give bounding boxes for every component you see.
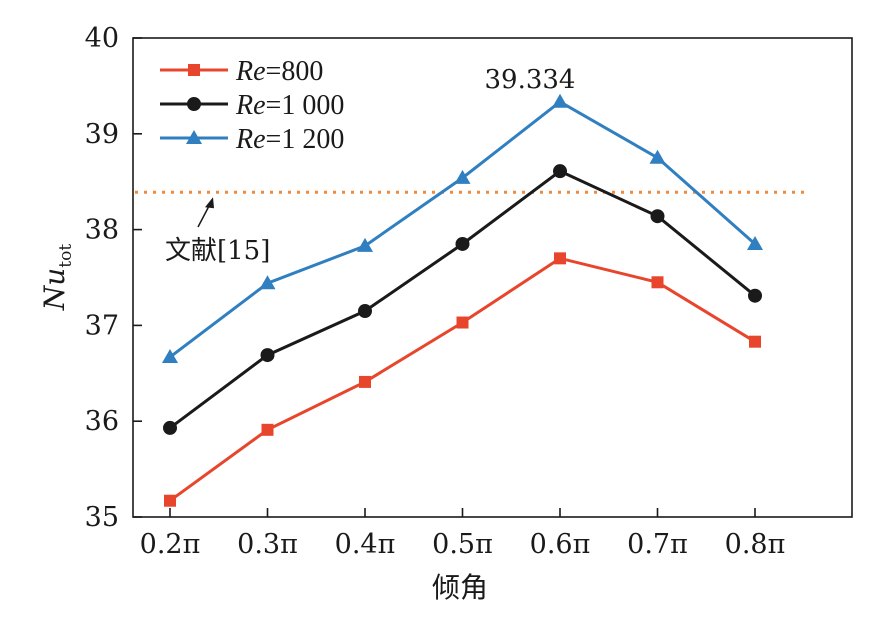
x-tick-label: 0.2π [140,529,201,560]
legend-label-italic: Re [235,90,266,121]
data-point-re-1000 [163,420,177,435]
legend-label-italic: Re [235,124,266,155]
series-line-re-800 [169,256,756,502]
x-axis-label: 倾角 [432,571,488,604]
x-tick-label: 0.5π [432,529,493,560]
legend-item-re-800: Re=800 [160,56,323,87]
legend-label-rest: =1 000 [266,90,345,121]
reference-arrow-head [205,197,214,209]
legend-swatch-marker [187,97,201,111]
series-re-800 [164,252,761,507]
data-point-re-1000 [553,164,567,179]
x-axis-ticks: 0.2π 0.3π 0.4π 0.5π 0.6π 0.7π 0.8π [140,508,786,560]
legend-label: Re=800 [235,56,323,87]
data-point-re-800 [456,316,469,329]
x-tick-label: 0.6π [530,529,591,560]
legend-label-rest: =800 [266,56,324,87]
legend-item-re-1200: Re=1 200 [160,124,344,155]
legend-label: Re=1 200 [235,124,344,155]
y-tick-label: 38 [85,215,119,246]
x-tick-label: 0.7π [627,529,688,560]
y-axis-label-sub: tot [56,244,76,268]
y-axis-label: Nutot [38,244,76,312]
data-point-re-1200 [747,235,763,250]
y-tick-label: 35 [85,502,119,533]
data-point-re-1200 [649,149,666,164]
axes [132,37,853,518]
data-point-re-1200 [454,169,471,184]
y-tick-label: 36 [85,406,119,437]
y-axis-label-main: Nu [38,268,71,312]
data-point-re-800 [749,335,761,348]
data-point-re-1000 [358,304,372,319]
legend-swatch-marker [186,130,202,144]
x-tick-label: 0.3π [237,529,298,560]
data-point-re-1000 [260,348,275,363]
y-tick-label: 40 [85,23,119,54]
x-tick-label: 0.8π [725,529,786,560]
legend-swatch-marker [188,64,200,76]
data-point-re-1000 [455,236,470,251]
data-point-re-800 [261,423,274,436]
legend-label: Re=1 000 [235,90,344,121]
peak-value-annotation: 39.334 [485,65,576,95]
legend-label-rest: =1 200 [266,124,345,155]
y-tick-label: 39 [85,119,119,150]
data-point-re-1000 [748,288,762,303]
plot-frame [132,37,853,518]
y-axis-ticks: 35 36 37 38 39 40 [85,23,142,533]
data-point-re-800 [164,494,176,507]
data-point-re-800 [651,276,664,289]
x-tick-label: 0.4π [335,529,396,560]
series-line-re-1000 [169,169,756,430]
legend-item-re-1000: Re=1 000 [160,90,344,121]
data-point-re-800 [359,375,371,388]
data-point-re-1200 [357,237,373,252]
data-point-re-800 [554,252,566,265]
reference-line-group: 文献[15] [135,190,805,266]
reference-line-label: 文献[15] [165,236,270,266]
data-point-re-1200 [162,349,178,364]
data-point-re-1200 [259,275,276,290]
series-re-1200 [162,93,763,364]
legend-label-italic: Re [235,56,266,87]
series-re-1000 [163,164,762,435]
series-group: 39.334 [162,65,763,507]
data-point-re-1200 [552,93,568,108]
y-tick-label: 37 [85,310,119,341]
data-point-re-1000 [650,209,665,224]
